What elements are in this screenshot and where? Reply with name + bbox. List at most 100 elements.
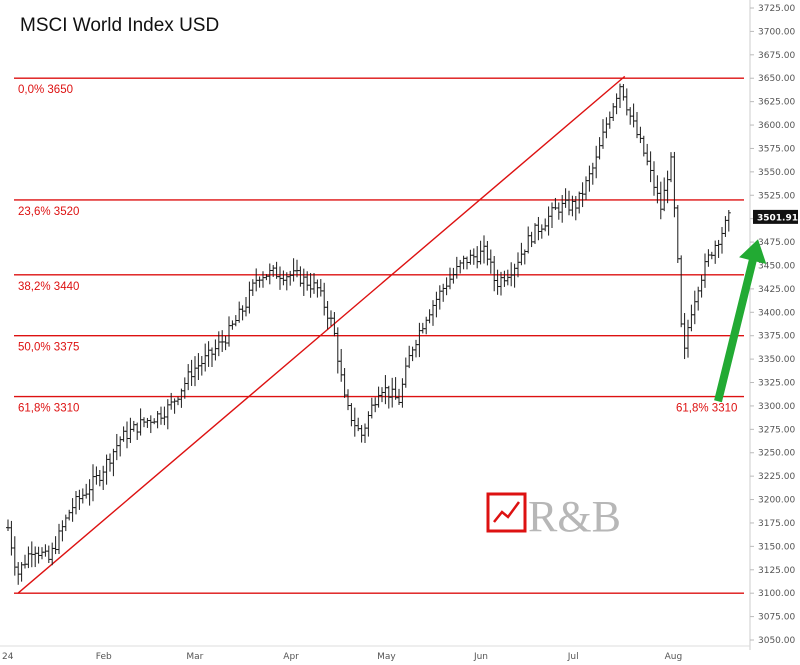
ohlc-bar (60, 520, 65, 542)
ohlc-bar (267, 263, 272, 285)
ohlc-bar (121, 426, 126, 442)
ohlc-bar (12, 536, 17, 576)
ohlc-bar (631, 103, 636, 128)
ohlc-bar (414, 339, 418, 358)
y-tick-label: 3175.00 (758, 519, 795, 529)
ohlc-bar (618, 83, 622, 108)
ohlc-bar (533, 223, 537, 245)
x-tick-label: Apr (283, 652, 299, 662)
ohlc-bar (380, 387, 384, 403)
ohlc-bar (417, 322, 422, 358)
y-tick-label: 3725.00 (758, 4, 795, 14)
ohlc-bar (655, 175, 660, 204)
ohlc-bar (176, 396, 180, 406)
chart-title: MSCI World Index USD (20, 15, 219, 36)
ohlc-bar (227, 316, 231, 347)
x-tick-label: Feb (96, 652, 112, 662)
ohlc-bar (148, 415, 153, 434)
ohlc-bar (230, 320, 235, 330)
ohlc-bar (471, 248, 476, 265)
x-tick-label: May (377, 652, 396, 662)
ohlc-bar (342, 368, 347, 398)
ohlc-bar (179, 388, 184, 408)
ohlc-bar (492, 255, 497, 292)
y-tick-label: 3425.00 (758, 285, 795, 295)
ohlc-bar (91, 464, 95, 502)
ohlc-bar (182, 377, 187, 399)
x-tick-label: Mar (186, 652, 203, 662)
ohlc-bar (420, 322, 425, 334)
ohlc-bar (648, 151, 653, 183)
y-tick-label: 3625.00 (758, 98, 795, 108)
ohlc-bar (434, 291, 439, 318)
ohlc-bar (247, 281, 252, 314)
ohlc-bar (70, 498, 75, 522)
ohlc-bar (611, 103, 616, 121)
ohlc-bar (308, 272, 313, 298)
ohlc-bar (33, 546, 38, 568)
watermark: R&B (486, 492, 621, 541)
ohlc-bar (291, 258, 296, 282)
ohlc-bar (567, 190, 571, 216)
ohlc-bar (114, 433, 119, 461)
logo-trend-glyph (493, 501, 521, 523)
ohlc-bar (301, 268, 306, 296)
ohlc-bar (199, 356, 204, 376)
fib-level-label: 23,6% 3520 (18, 206, 79, 218)
ohlc-bar (26, 546, 31, 569)
ohlc-bar (50, 542, 55, 566)
ohlc-bar (9, 520, 14, 556)
ohlc-bar (138, 408, 143, 436)
ohlc-bar (410, 346, 415, 362)
ohlc-bar (560, 195, 565, 223)
ohlc-bar (240, 305, 245, 321)
ohlc-bar (77, 489, 82, 510)
ohlc-bar (451, 267, 456, 284)
ohlc-bar (359, 425, 364, 443)
ohlc-bar (577, 191, 582, 214)
ohlc-bar (383, 375, 388, 405)
ohlc-bar (614, 93, 619, 115)
ohlc-bar (604, 117, 609, 139)
ohlc-bar (584, 176, 588, 200)
ohlc-bar (556, 202, 561, 220)
ohlc-bar (257, 276, 262, 288)
y-tick-label: 3475.00 (758, 238, 795, 248)
ohlc-bar (46, 545, 51, 564)
ohlc-bar (369, 397, 374, 419)
ohlc-bar (448, 267, 452, 290)
fib-level-label: 61,8% 3310 (18, 403, 79, 415)
right-fib-annotation: 61,8% 3310 (676, 403, 737, 415)
ohlc-bar (6, 519, 10, 531)
x-axis: 24 Feb Mar Apr May Jun Jul Aug (0, 645, 750, 662)
ohlc-bar (165, 399, 170, 430)
y-tick-label: 3325.00 (758, 379, 795, 389)
ohlc-bar (84, 483, 89, 499)
ohlc-bar (458, 259, 463, 274)
price-bars (6, 83, 731, 585)
ohlc-bar (87, 479, 92, 506)
ohlc-bar (679, 255, 684, 328)
ohlc-bar (97, 470, 102, 487)
y-tick-label: 3550.00 (758, 168, 795, 178)
y-tick-label: 3525.00 (758, 191, 795, 201)
y-tick-label: 3200.00 (758, 496, 795, 506)
ohlc-bar (723, 216, 728, 237)
ohlc-bar (621, 84, 626, 101)
ohlc-bar (43, 544, 48, 557)
ohlc-bar (536, 216, 541, 241)
ohlc-bar (189, 359, 194, 386)
ohlc-bar (502, 270, 507, 287)
ohlc-bar (111, 448, 116, 477)
y-tick-label: 3300.00 (758, 402, 795, 412)
ohlc-bar (505, 269, 510, 286)
overlays: 3501.91 (714, 209, 798, 403)
ohlc-bar (696, 286, 701, 311)
y-tick-label: 3050.00 (758, 636, 795, 646)
ohlc-bar (16, 562, 21, 585)
ohlc-bar (485, 241, 490, 266)
y-tick-label: 3400.00 (758, 308, 795, 318)
ohlc-bar (349, 403, 354, 427)
ohlc-bar (193, 356, 197, 387)
y-tick-label: 3275.00 (758, 425, 795, 435)
